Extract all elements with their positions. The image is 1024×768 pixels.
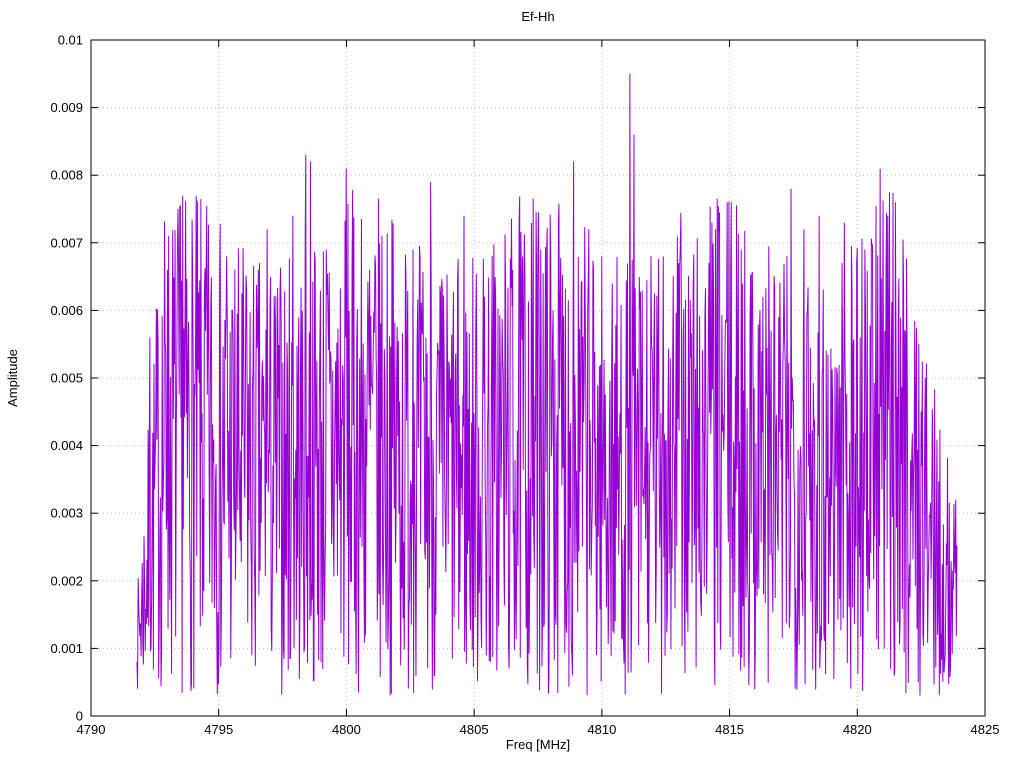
y-tick-label: 0.006 bbox=[50, 303, 83, 318]
y-tick-label: 0.005 bbox=[50, 371, 83, 386]
y-tick-label: 0.003 bbox=[50, 506, 83, 521]
axis-ticks bbox=[90, 39, 986, 717]
x-tick-label: 4805 bbox=[460, 722, 489, 737]
x-tick-label: 4800 bbox=[332, 722, 361, 737]
y-tick-label: 0.007 bbox=[50, 235, 83, 250]
tick-labels: 4790 4795 4800 4805 4810 4815 4820 4825 0 0.001 0.… bbox=[50, 33, 999, 738]
x-tick-label: 4810 bbox=[587, 722, 616, 737]
y-tick-label: 0.002 bbox=[50, 573, 83, 588]
x-tick-label: 4790 bbox=[77, 722, 106, 737]
x-tick-label: 4815 bbox=[715, 722, 744, 737]
signal-trace bbox=[136, 73, 958, 696]
chart-title: Ef-Hh bbox=[521, 9, 554, 24]
x-tick-label: 4820 bbox=[843, 722, 872, 737]
y-tick-label: 0.01 bbox=[58, 33, 83, 48]
y-tick-label: 0 bbox=[76, 709, 83, 724]
y-tick-label: 0.001 bbox=[50, 641, 83, 656]
y-tick-label: 0.008 bbox=[50, 168, 83, 183]
x-tick-label: 4795 bbox=[204, 722, 233, 737]
x-tick-label: 4825 bbox=[971, 722, 1000, 737]
y-tick-label: 0.004 bbox=[50, 438, 83, 453]
y-tick-label: 0.009 bbox=[50, 100, 83, 115]
x-axis-label: Freq [MHz] bbox=[506, 737, 570, 752]
y-axis-label: Amplitude bbox=[5, 349, 20, 407]
